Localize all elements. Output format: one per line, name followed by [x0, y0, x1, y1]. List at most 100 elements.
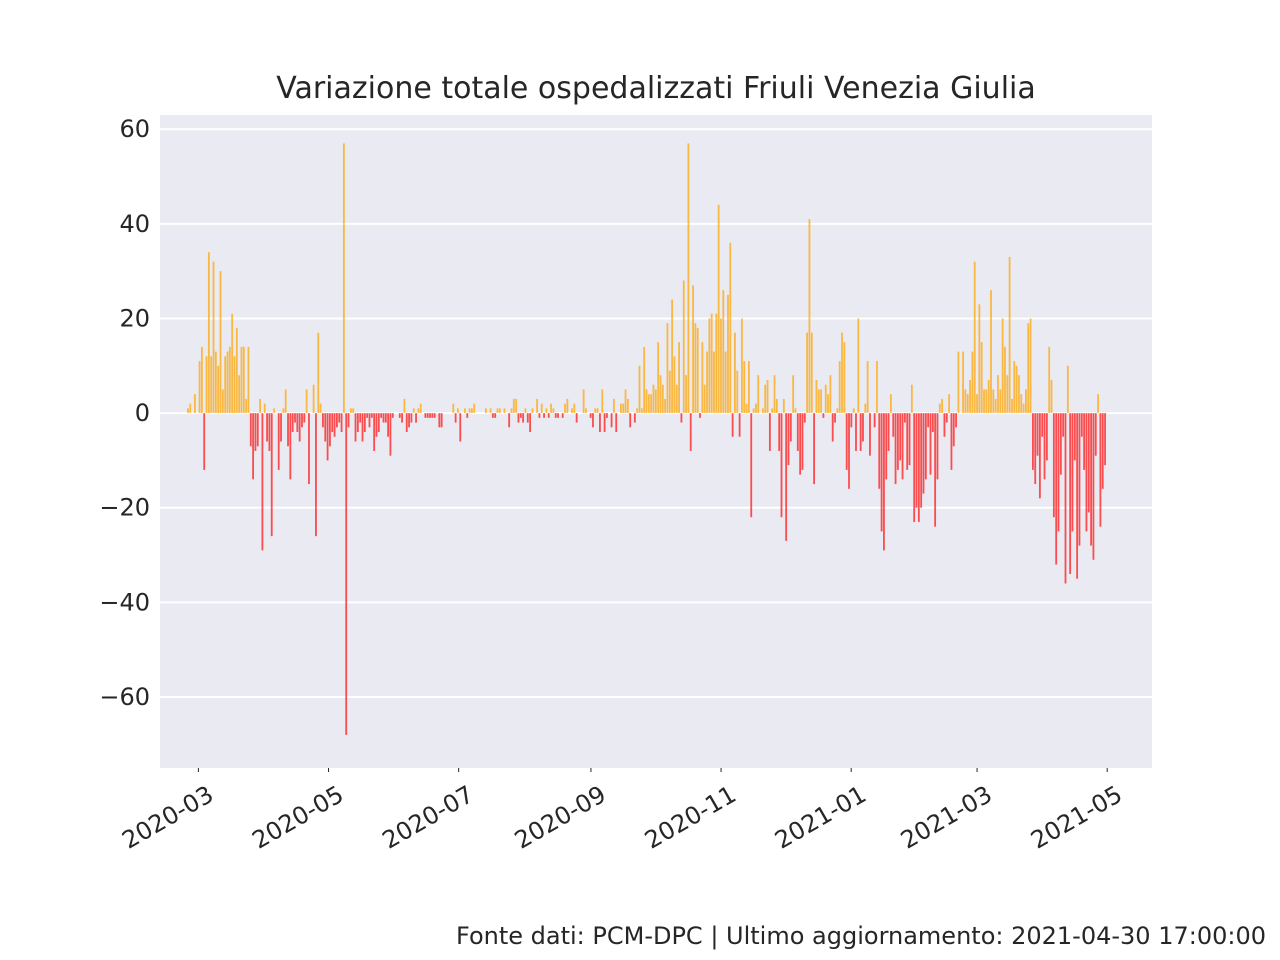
bar: [706, 351, 708, 414]
bar: [924, 413, 927, 480]
bar: [375, 413, 378, 437]
bar: [896, 413, 899, 470]
bar: [964, 389, 967, 414]
bar: [713, 351, 715, 414]
bar: [908, 413, 911, 466]
bar: [1038, 413, 1041, 499]
bar: [540, 403, 543, 414]
bar: [352, 408, 355, 414]
x-tick-label: 2020-05: [247, 780, 348, 854]
bar: [778, 413, 781, 451]
bar: [931, 413, 934, 433]
bar: [1097, 394, 1099, 414]
bar: [252, 413, 255, 480]
bar: [673, 356, 676, 414]
bar: [752, 408, 755, 414]
bar: [342, 143, 345, 414]
bar: [468, 408, 471, 414]
bar: [210, 356, 213, 414]
bar: [543, 413, 545, 418]
bar: [368, 413, 371, 428]
bar: [522, 413, 525, 423]
bar: [822, 413, 825, 418]
bar: [473, 403, 476, 414]
bar: [636, 408, 639, 414]
bar: [308, 413, 310, 485]
bar: [245, 398, 248, 414]
bar: [333, 413, 336, 437]
bar: [927, 413, 930, 428]
bar: [1078, 413, 1081, 546]
bar: [315, 413, 317, 537]
bar: [731, 413, 734, 437]
bar: [973, 261, 976, 414]
bar: [1008, 256, 1011, 414]
bar: [335, 413, 338, 428]
bar: [263, 403, 266, 414]
bar: [827, 394, 829, 414]
bar: [880, 413, 883, 532]
bar: [545, 408, 548, 414]
bar: [724, 351, 727, 414]
bar: [976, 394, 978, 414]
bar: [796, 413, 799, 451]
bar: [1018, 375, 1020, 414]
bar: [645, 389, 648, 414]
bar: [1085, 413, 1088, 532]
x-tick-label: 2020-09: [510, 780, 611, 854]
bar: [268, 413, 271, 451]
bar: [638, 365, 641, 414]
bar: [906, 413, 909, 470]
bar: [510, 408, 513, 414]
bar: [999, 389, 1002, 414]
bar: [857, 318, 860, 414]
bar: [389, 413, 392, 456]
bar: [962, 351, 964, 414]
bar: [817, 389, 820, 414]
bar: [1083, 413, 1086, 470]
bar: [736, 370, 739, 414]
bar: [221, 389, 224, 414]
bar: [454, 413, 457, 423]
bar: [650, 394, 653, 414]
bar: [566, 398, 569, 414]
bar: [862, 413, 864, 442]
bar: [594, 408, 597, 414]
bar: [1031, 413, 1034, 470]
bar: [766, 379, 769, 414]
bar: [589, 413, 592, 418]
bar: [324, 413, 327, 442]
bar: [187, 408, 189, 414]
bar: [359, 413, 362, 423]
bar: [745, 403, 748, 414]
bar: [850, 413, 853, 428]
bar: [915, 413, 918, 508]
bar: [945, 413, 948, 423]
bar: [1043, 413, 1046, 480]
bar: [270, 413, 273, 537]
bar: [373, 413, 376, 451]
bar: [338, 413, 341, 423]
bar: [398, 413, 401, 418]
bar: [820, 389, 822, 414]
bar: [1064, 413, 1067, 584]
bar: [471, 408, 473, 414]
bar: [801, 413, 804, 470]
bar: [687, 143, 690, 414]
bar: [305, 389, 308, 414]
bar: [592, 413, 594, 428]
bar: [859, 413, 862, 451]
bar: [873, 413, 876, 428]
bar: [547, 413, 550, 418]
bar: [291, 413, 294, 433]
bar: [515, 398, 518, 414]
bar: [678, 342, 680, 414]
bar: [899, 413, 902, 461]
bar: [864, 403, 867, 414]
bar: [869, 413, 871, 456]
bar: [203, 413, 206, 470]
bar: [459, 413, 462, 442]
bar: [235, 327, 238, 414]
bar: [298, 413, 301, 442]
